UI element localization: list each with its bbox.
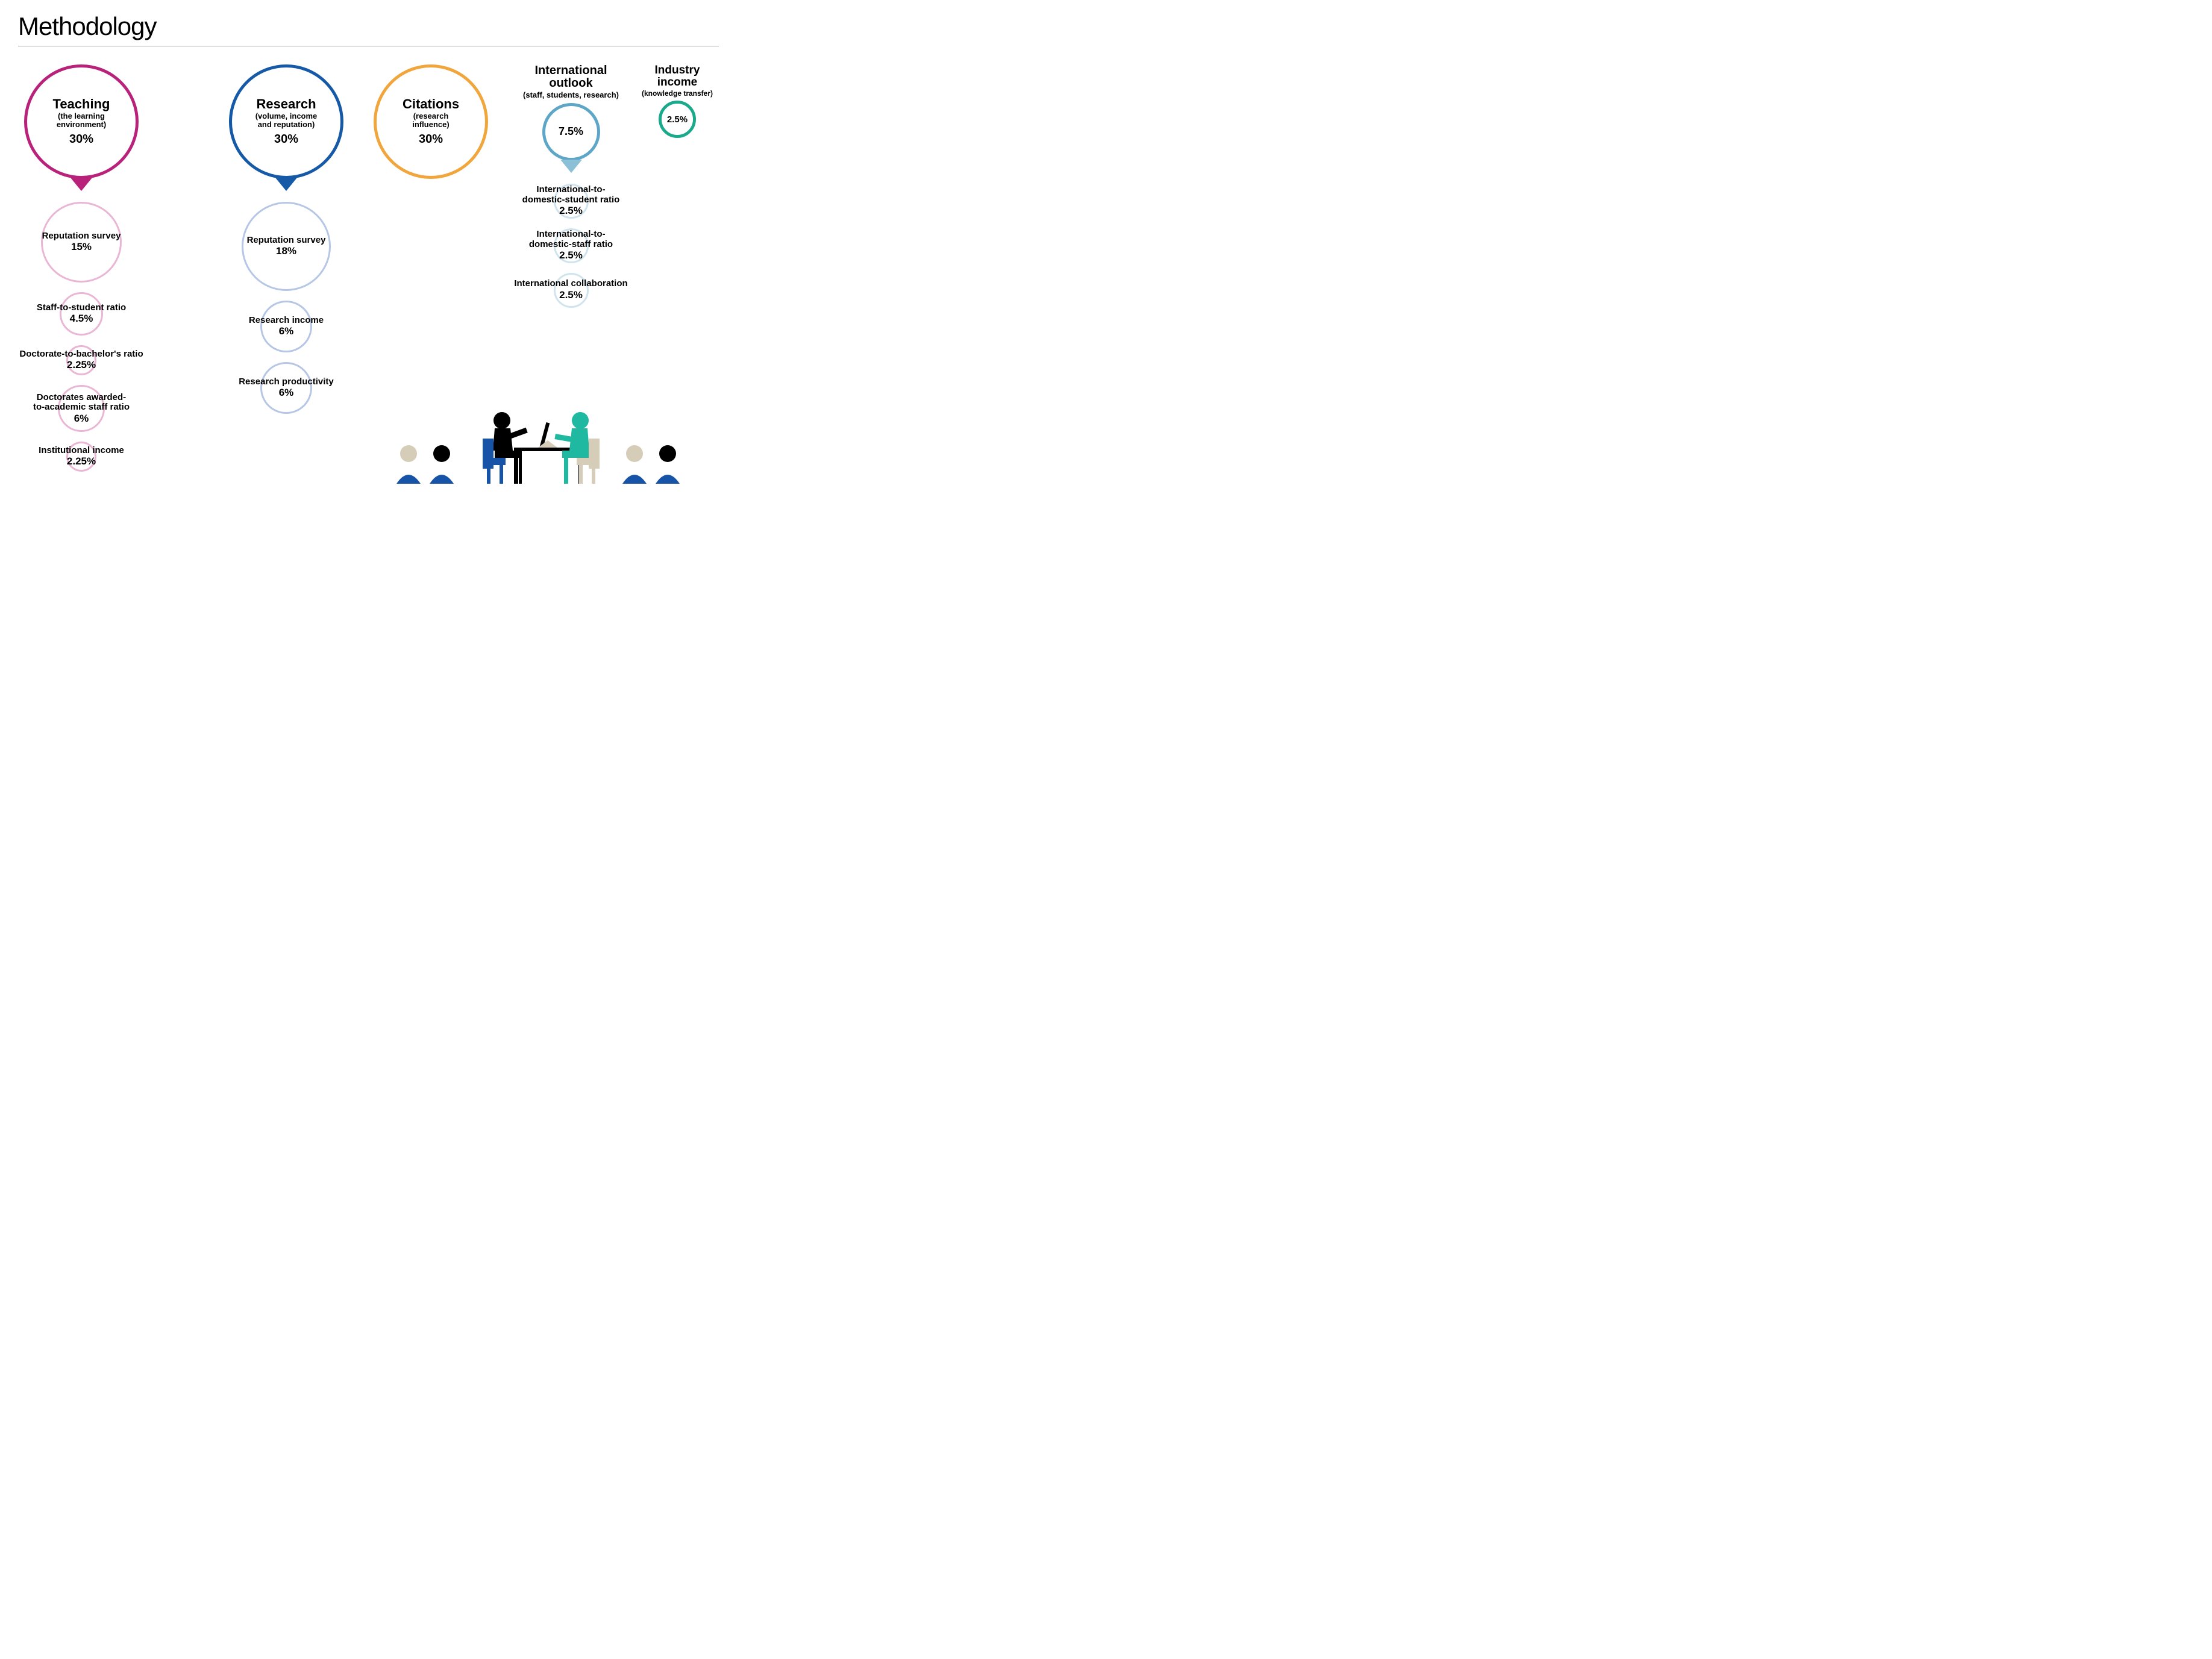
seated-head-icon	[572, 412, 589, 429]
sub-metric: International-to- domestic-staff ratio2.…	[509, 228, 633, 263]
pillar-arrow-icon	[560, 160, 582, 173]
page-title: Methodology	[18, 12, 719, 41]
pillar-main-circle: Teaching(the learning environment) 30%	[24, 64, 139, 179]
sub-label: Doctorate-to-bachelor's ratio	[19, 349, 143, 360]
sub-metric: Doctorate-to-bachelor's ratio2.25%	[18, 345, 145, 375]
seated-head-icon	[493, 412, 510, 429]
pillar-main-circle: 2.5%	[659, 101, 696, 138]
sub-label: International-to- domestic-student ratio	[522, 185, 620, 205]
audience-body-icon	[656, 475, 680, 484]
audience-head-icon	[400, 445, 417, 462]
pillar-industry: Industry income(knowledge transfer) 2.5%	[636, 64, 719, 138]
sub-pct: 6%	[74, 413, 89, 425]
sub-metric: Reputation survey15%	[18, 202, 145, 283]
audience-body-icon	[430, 475, 454, 484]
sub-label: Institutional income	[39, 446, 124, 456]
sub-metric: International-to- domestic-student ratio…	[509, 184, 633, 219]
pillar-title-above: Industry income(knowledge transfer)	[642, 64, 713, 97]
sub-label: Reputation survey	[42, 231, 121, 242]
pillar-subtitle-text: (the learning environment)	[57, 112, 106, 128]
sub-metric: Research income6%	[223, 301, 349, 352]
sub-pct: 2.5%	[559, 289, 583, 301]
sub-metric: International collaboration2.5%	[509, 273, 633, 308]
audience-body-icon	[622, 475, 647, 484]
sub-pct: 6%	[279, 325, 294, 337]
sub-label: Reputation survey	[247, 236, 326, 246]
sub-pct: 6%	[279, 387, 294, 399]
pillar-pct: 7.5%	[559, 125, 583, 138]
sub-label: Staff-to-student ratio	[37, 303, 126, 313]
sub-metric: Reputation survey18%	[223, 202, 349, 291]
sub-label: Doctorates awarded- to-academic staff ra…	[33, 393, 130, 413]
pillar-title-above: International outlook(staff, students, r…	[523, 64, 619, 99]
sub-metric: Research productivity6%	[223, 362, 349, 414]
pillar-research: Research(volume, income and reputation) 3…	[223, 64, 349, 414]
chair-leg-icon	[487, 465, 490, 484]
seated-body-icon	[493, 428, 513, 451]
pillar-main-circle: 7.5%	[542, 103, 600, 161]
sub-pct: 2.25%	[67, 455, 96, 467]
pillar-subtitle-text: (knowledge transfer)	[642, 90, 713, 98]
pillar-teaching: Teaching(the learning environment) 30% Rep…	[18, 64, 145, 472]
chair-leg-icon	[592, 465, 595, 484]
sub-pct: 4.5%	[70, 313, 93, 325]
pillar-pct: 30%	[69, 133, 93, 146]
audience-head-icon	[659, 445, 676, 462]
pillar-subs: International-to- domestic-student ratio…	[509, 180, 633, 308]
pillar-subtitle-text: (volume, income and reputation)	[255, 112, 318, 128]
pillar-international: International outlook(staff, students, r…	[509, 64, 633, 308]
pillar-subs: Reputation survey18%Research income6%Res…	[223, 198, 349, 414]
sub-metric: Staff-to-student ratio4.5%	[18, 292, 145, 336]
pillar-title-text: Teaching	[53, 97, 110, 111]
audience-head-icon	[626, 445, 643, 462]
pillar-pct: 30%	[419, 133, 443, 146]
sub-label: International collaboration	[514, 279, 627, 289]
pillar-subtitle-text: (staff, students, research)	[523, 91, 619, 99]
seated-leg-icon	[514, 458, 518, 484]
sub-pct: 2.5%	[559, 205, 583, 217]
pillar-main-circle: Research(volume, income and reputation) 3…	[229, 64, 343, 179]
chair-seat-icon	[577, 458, 600, 465]
pillar-title-text: Industry income	[642, 64, 713, 89]
sub-pct: 2.5%	[559, 249, 583, 261]
pillar-title-text: Research	[256, 97, 316, 111]
pillar-pct: 30%	[274, 133, 298, 146]
audience-head-icon	[433, 445, 450, 462]
seated-arm-icon	[508, 428, 528, 439]
pillar-main-circle: Citations(research influence) 30%	[374, 64, 488, 179]
sub-pct: 18%	[276, 245, 296, 257]
sub-label: Research productivity	[239, 377, 334, 387]
pillar-title-text: Citations	[403, 97, 459, 111]
pillar-title-text: International outlook	[523, 64, 619, 90]
pillar-arrow-icon	[70, 178, 92, 191]
sub-pct: 2.25%	[67, 359, 96, 371]
people-illustration	[387, 387, 701, 484]
chair-leg-icon	[500, 465, 503, 484]
sub-label: Research income	[249, 316, 324, 326]
pillar-citations: Citations(research influence) 30%	[374, 64, 488, 179]
sub-label: International-to- domestic-staff ratio	[529, 230, 613, 249]
pillar-pct: 2.5%	[667, 114, 688, 125]
seated-lap-icon	[562, 451, 589, 458]
pillar-arrow-icon	[275, 178, 297, 191]
seated-leg-icon	[564, 458, 568, 484]
audience-body-icon	[396, 475, 421, 484]
chair-leg-icon	[579, 465, 583, 484]
sub-pct: 15%	[71, 241, 92, 253]
pillar-subtitle-text: (research influence)	[412, 112, 449, 128]
chair-seat-icon	[483, 458, 506, 465]
pillars-row: Teaching(the learning environment) 30% Rep…	[18, 64, 719, 472]
sub-metric: Institutional income2.25%	[18, 442, 145, 472]
seated-lap-icon	[495, 451, 521, 458]
pillar-subs: Reputation survey15% Staff-to-student rat…	[18, 198, 145, 472]
sub-metric: Doctorates awarded- to-academic staff ra…	[18, 385, 145, 432]
